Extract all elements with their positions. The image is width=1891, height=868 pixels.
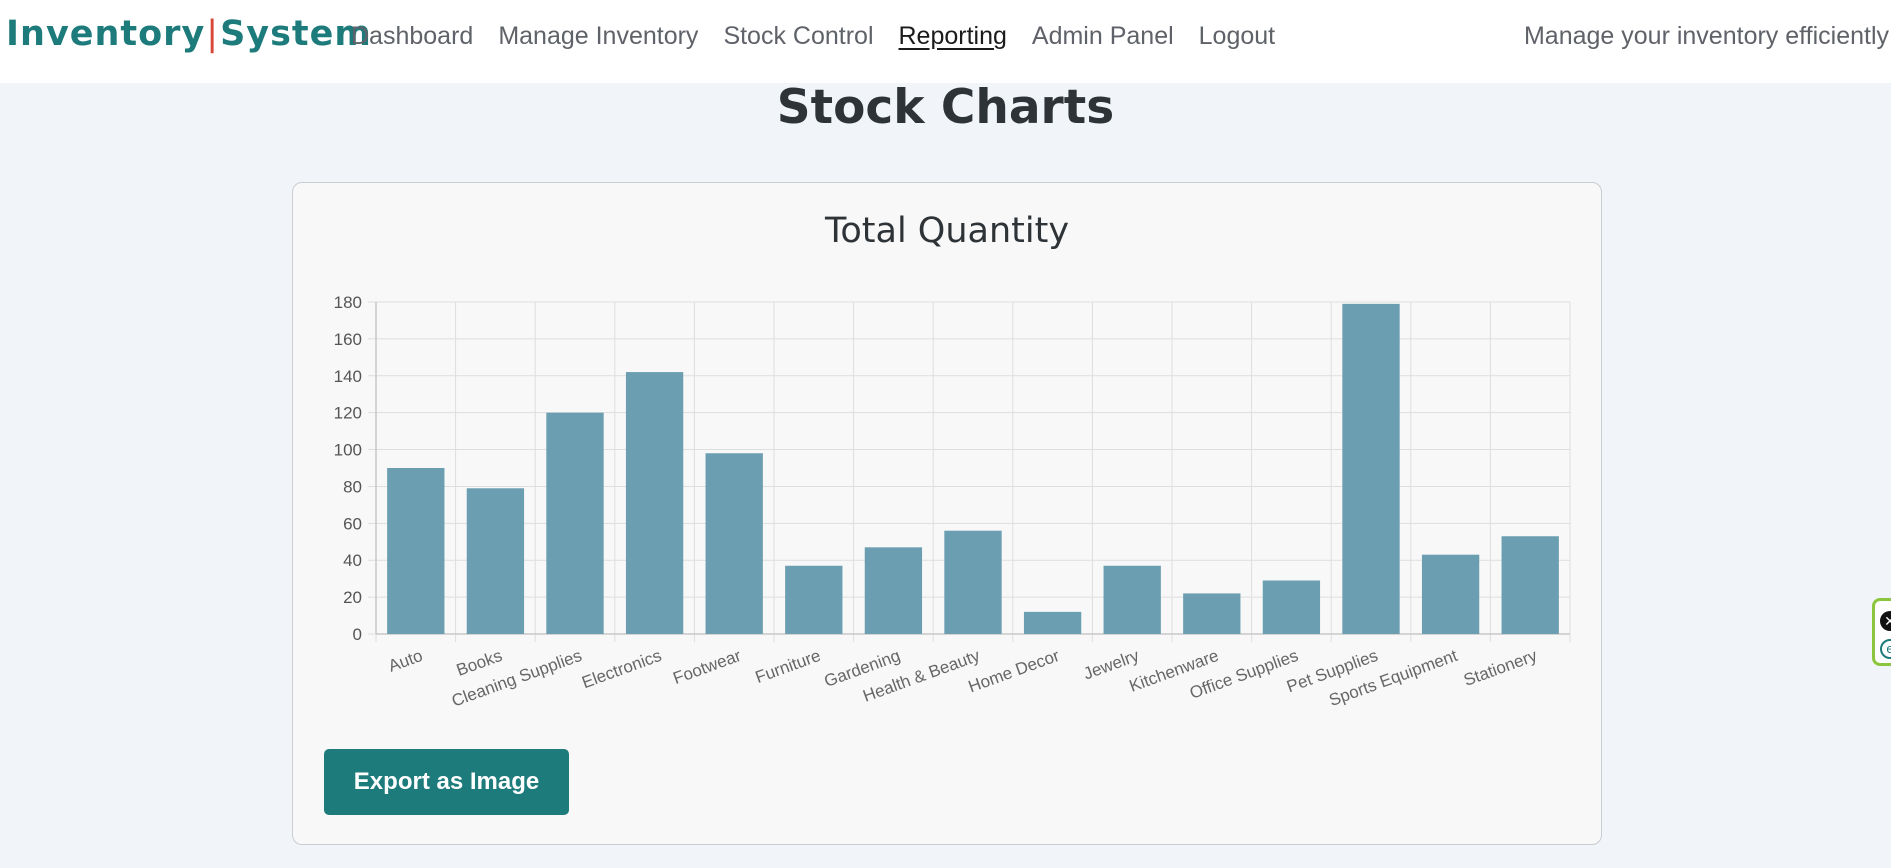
- bar-stationery: [1501, 536, 1559, 634]
- x-tick-label: Auto: [386, 646, 425, 676]
- bar-kitchenware: [1183, 593, 1241, 634]
- chart-title: Total Quantity: [824, 211, 1070, 251]
- y-tick-label: 120: [334, 404, 362, 423]
- x-tick-label: Furniture: [753, 646, 823, 687]
- bar-furniture: [785, 565, 843, 634]
- nav-admin-panel[interactable]: Admin Panel: [1031, 22, 1174, 50]
- y-tick-label: 0: [353, 625, 362, 644]
- tagline: Manage your inventory efficiently: [1523, 22, 1889, 50]
- nav-reporting[interactable]: Reporting: [898, 22, 1007, 50]
- x-tick-label: Footwear: [670, 646, 743, 688]
- y-tick-label: 20: [343, 588, 362, 607]
- nav-stock-control[interactable]: Stock Control: [723, 22, 874, 50]
- bar-sports-equipment: [1421, 554, 1480, 634]
- nav-dashboard[interactable]: Dashboard: [351, 22, 474, 50]
- bar-office-supplies: [1262, 580, 1321, 634]
- bar-electronics: [625, 372, 684, 634]
- y-tick-label: 40: [343, 551, 362, 570]
- navbar: Inventory|System Dashboard Manage Invent…: [0, 0, 1891, 83]
- y-tick-label: 180: [334, 293, 362, 312]
- bar-books: [466, 488, 525, 634]
- nav-logout[interactable]: Logout: [1198, 22, 1276, 50]
- brand-separator: |: [206, 14, 220, 54]
- brand-left: Inventory: [6, 14, 206, 54]
- x-tick-label: Home Decor: [966, 646, 1062, 697]
- nav-manage-inventory[interactable]: Manage Inventory: [498, 22, 699, 50]
- bar-home-decor: [1023, 611, 1082, 634]
- y-tick-label: 100: [334, 441, 362, 460]
- brand-logo[interactable]: Inventory|System: [6, 14, 372, 54]
- close-icon[interactable]: ✕: [1880, 611, 1891, 631]
- page-title: Stock Charts: [776, 80, 1115, 135]
- y-tick-label: 80: [343, 477, 362, 496]
- bar-pet-supplies: [1342, 303, 1400, 634]
- bar-footwear: [705, 453, 763, 634]
- x-tick-label: Stationery: [1461, 646, 1540, 690]
- bar-jewelry: [1103, 565, 1161, 634]
- bar-gardening: [864, 547, 923, 634]
- bar-cleaning-supplies: [546, 412, 604, 634]
- nav-links: Dashboard Manage Inventory Stock Control…: [351, 22, 1300, 51]
- y-tick-label: 160: [334, 330, 362, 349]
- brand-right: System: [220, 14, 372, 54]
- y-tick-label: 60: [343, 514, 362, 533]
- y-tick-label: 140: [334, 367, 362, 386]
- bar-auto: [387, 468, 445, 634]
- x-tick-label: Electronics: [579, 646, 664, 692]
- export-image-button[interactable]: Export as Image: [324, 749, 569, 815]
- extension-widget[interactable]: ✕ e: [1872, 598, 1891, 666]
- chart-card: Total Quantity 0 20 40 60 80 100 120 140 160 180 A…: [292, 182, 1602, 845]
- bar-health-beauty: [944, 530, 1002, 634]
- extension-icon[interactable]: e: [1880, 639, 1891, 659]
